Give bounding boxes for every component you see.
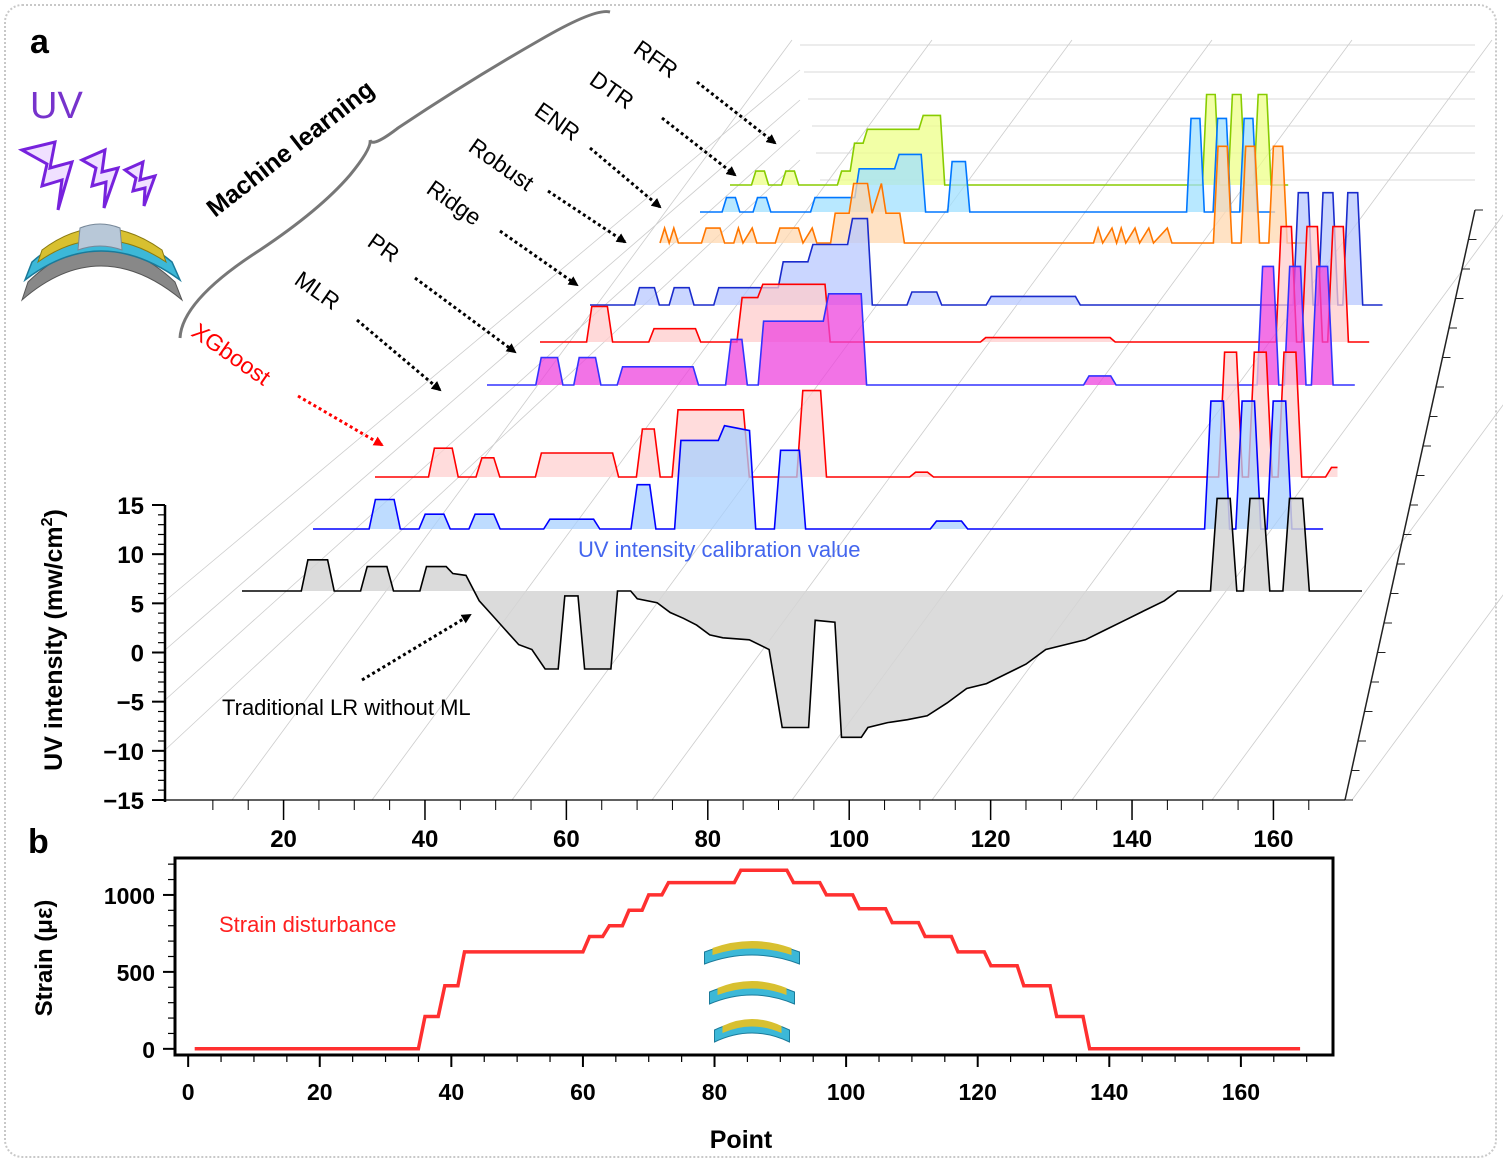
series-label-ridge: Ridge (422, 175, 486, 231)
y-tick-label: −5 (117, 690, 144, 717)
series-arrow (589, 146, 662, 209)
series-line (659, 145, 1306, 246)
series-traditional-lr-without-ml (242, 497, 1362, 739)
series-rfr (730, 93, 1289, 186)
depth-gridline (231, 39, 793, 801)
series-arrow (547, 189, 627, 244)
series-line (242, 497, 1362, 739)
device-electrode (712, 941, 792, 955)
x-tick-label: 160 (1222, 1079, 1260, 1105)
device-electrode (717, 981, 787, 995)
x-tick-label: 0 (182, 1079, 195, 1105)
x-tick-label: 140 (1112, 826, 1152, 853)
x-tick-label: 20 (270, 826, 297, 853)
calibration-annotation: UV intensity calibration value (578, 537, 860, 562)
depth-gridline (1351, 594, 1503, 801)
y-tick-label: 15 (117, 493, 144, 520)
y-tick-label: −10 (103, 739, 144, 766)
x-tick-label: 160 (1253, 826, 1293, 853)
side-gridline (164, 159, 801, 751)
y-tick-label: 1000 (104, 883, 155, 909)
series-line (540, 225, 1370, 343)
chart-3d-frame (164, 39, 1503, 801)
series-label-xgboost: XGboost (187, 318, 276, 391)
series-fill (487, 266, 1355, 385)
side-gridline (164, 99, 801, 651)
y-tick-label: −15 (103, 788, 144, 815)
series-line (313, 400, 1324, 530)
series-enr (659, 145, 1306, 246)
y-tick-label: 0 (142, 1037, 155, 1063)
series-label-pr: PR (363, 228, 404, 268)
series-ridge (540, 225, 1370, 343)
y-axis-title-sup: 2 (39, 517, 56, 526)
series-robust (590, 191, 1383, 306)
bending-device-icon (704, 941, 800, 1043)
ml-label: Machine learning (201, 75, 379, 223)
uv-label: UV (30, 85, 83, 127)
y-axis-title-main: UV intensity (mw/cm (40, 526, 68, 771)
strain-line (194, 868, 1301, 1051)
x-tick-label: 100 (827, 1079, 865, 1105)
y-tick-label: 10 (117, 542, 144, 569)
x-tick-label: 120 (971, 826, 1011, 853)
device-electrode (722, 1019, 782, 1033)
side-gridline (164, 129, 801, 701)
series-arrow (297, 394, 384, 447)
x-tick-label: 140 (1090, 1079, 1128, 1105)
series-label-rfr: RFR (629, 35, 683, 83)
traditional-annotation: Traditional LR without ML (222, 695, 471, 720)
x-tick-label: 20 (307, 1079, 333, 1105)
x-tick-label: 100 (829, 826, 869, 853)
y-axis-title-close: ) (40, 509, 68, 517)
series-label-enr: ENR (530, 97, 585, 146)
series-arrow (414, 276, 517, 354)
series-fill (242, 498, 1362, 738)
panel-b: 0 20 40 60 80 100 120 140 160 0 500 1000 Point Strain… (31, 856, 1335, 1154)
lightning-bolt-icon (17, 139, 158, 211)
panel-a-label: a (30, 23, 50, 61)
depth-gridline (1071, 214, 1503, 801)
ml-brace (178, 10, 611, 339)
series-arrow (356, 318, 442, 392)
traditional-arrow (361, 613, 472, 682)
depth-gridline (511, 39, 1073, 801)
x-tick-label: 60 (553, 826, 580, 853)
series-label-mlr: MLR (290, 266, 345, 315)
y-axis-title: Strain (με) (31, 900, 58, 1017)
series-label-robust: Robust (464, 133, 539, 196)
series-arrow (696, 80, 777, 145)
y-tick-label: 500 (117, 960, 155, 986)
depth-gridline (651, 39, 1213, 801)
y-axis-title: UV intensity (mw/cm2) (39, 509, 68, 771)
panel-a-axes: 15 10 5 0 −5 −10 −15 20 40 60 80 100 120 140 160 UV int… (39, 493, 1345, 853)
series-dtr (700, 117, 1276, 213)
figure-frame (4, 4, 1497, 1158)
x-tick-label: 80 (702, 1079, 728, 1105)
x-tick-label: 60 (570, 1079, 596, 1105)
series-line (487, 265, 1355, 386)
x-axis-title: Point (710, 1126, 773, 1154)
panel-a-series (242, 93, 1383, 739)
depth-gridline (1211, 404, 1503, 801)
series-pr (487, 265, 1355, 386)
x-tick-label: 40 (412, 826, 439, 853)
series-arrow (499, 229, 579, 287)
x-tick-label: 120 (959, 1079, 997, 1105)
panel-b-label: b (28, 823, 49, 861)
series-label-dtr: DTR (585, 66, 639, 114)
depth-gridline (371, 39, 933, 801)
strain-annotation: Strain disturbance (219, 912, 396, 937)
y-tick-label: 0 (131, 641, 144, 668)
series-fill (540, 226, 1370, 342)
side-gridline (164, 69, 801, 602)
x-tick-label: 80 (694, 826, 721, 853)
series-line (590, 191, 1383, 306)
sensor-device-icon (20, 223, 184, 302)
y-tick-label: 5 (131, 591, 144, 618)
series-fill (730, 94, 1289, 185)
series-fill (590, 192, 1383, 305)
x-tick-label: 40 (439, 1079, 465, 1105)
